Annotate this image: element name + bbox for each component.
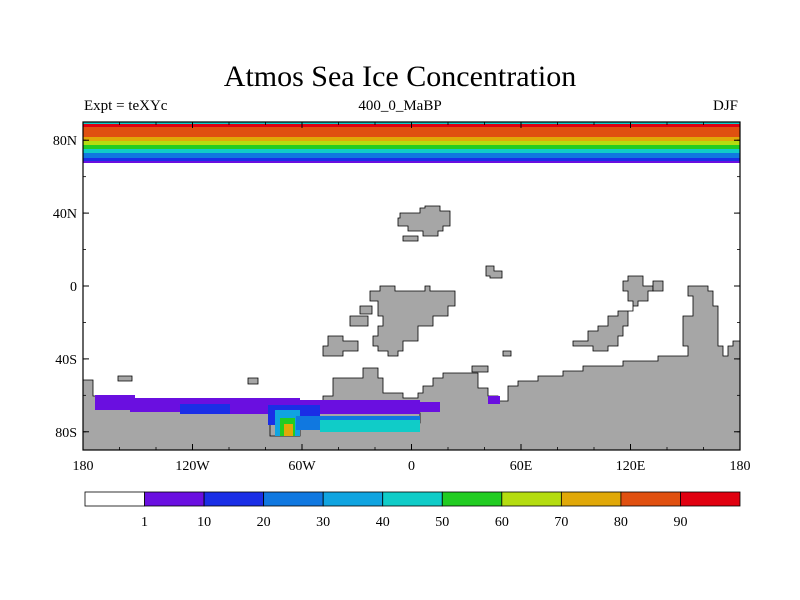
- sea-ice-band-north-3: [83, 137, 740, 141]
- colorbar-label: 1: [141, 515, 148, 530]
- sea-ice-band-north-2: [83, 127, 740, 137]
- y-axis: 80N 40N 0 40S 80S: [53, 134, 740, 441]
- colorbar-label: 70: [554, 515, 568, 530]
- y-tick-label: 40S: [55, 353, 77, 368]
- colorbar-label: 30: [316, 515, 330, 530]
- y-tick-label: 40N: [53, 207, 77, 222]
- colorbar-swatch: [620, 491, 681, 507]
- colorbar-swatch: [203, 491, 265, 507]
- land-mass-6: [397, 205, 451, 237]
- y-tick-label: 0: [70, 280, 77, 295]
- y-tick-label: 80N: [53, 134, 77, 149]
- colorbar-swatch: [263, 491, 324, 507]
- colorbar-label: 50: [435, 515, 449, 530]
- colorbar-swatch: [680, 491, 741, 507]
- sea-ice-patch-south-11: [488, 396, 500, 404]
- colorbar-label: 60: [495, 515, 509, 530]
- x-axis: 180 120W 60W 0 60E 120E 180: [73, 122, 751, 474]
- y-tick-label: 80S: [55, 426, 77, 441]
- x-tick-label: 180: [73, 459, 94, 474]
- sea-ice-patch-south-10: [380, 402, 440, 412]
- colorbar-label: 10: [197, 515, 211, 530]
- x-tick-label: 180: [730, 459, 751, 474]
- colorbar-label: 40: [376, 515, 390, 530]
- map-title: Atmos Sea Ice Concentration: [223, 60, 577, 93]
- land-mass-8: [485, 265, 503, 279]
- colorbar-label: 20: [257, 515, 271, 530]
- land-mass-11: [572, 275, 654, 352]
- colorbar-swatch: [501, 491, 562, 507]
- sea-ice-band-north-4: [83, 141, 740, 145]
- land-mass-9: [471, 365, 489, 373]
- sea-ice-band-north-8: [83, 158, 740, 161]
- colorbar-swatch: [322, 491, 384, 507]
- x-tick-label: 0: [408, 459, 415, 474]
- land-mass-12: [652, 280, 664, 292]
- sea-ice-patch-south-0: [95, 395, 135, 410]
- colorbar-swatch: [441, 491, 503, 507]
- sea-ice-band-north-5: [83, 145, 740, 149]
- colorbar-swatch: [560, 491, 622, 507]
- land-mass-14: [247, 377, 259, 385]
- x-tick-label: 120W: [175, 459, 210, 474]
- sea-ice-patch-south-9: [320, 420, 420, 432]
- sea-ice-patch-south-2: [180, 404, 270, 414]
- x-tick-label: 60W: [288, 459, 316, 474]
- time-label: 400_0_MaBP: [358, 98, 442, 114]
- sea-ice-band-north-9: [83, 161, 740, 163]
- land-mass-3: [322, 335, 359, 357]
- land-mass-5: [359, 305, 373, 315]
- colorbar-label: 80: [614, 515, 628, 530]
- colorbar-swatch: [382, 491, 443, 507]
- colorbar-swatch: [84, 491, 145, 507]
- x-tick-label: 120E: [616, 459, 646, 474]
- x-tick-label: 60E: [510, 459, 533, 474]
- colorbar-swatch: [144, 491, 205, 507]
- sea-ice-patch-south-7: [284, 424, 293, 436]
- land-mass-7: [402, 235, 419, 242]
- sea-ice-band-north-7: [83, 153, 740, 158]
- season-label: DJF: [712, 98, 738, 114]
- land-mass-4: [349, 315, 369, 327]
- colorbar: 1 10 20 30 40 50 60 70 80 90: [84, 491, 741, 530]
- land-mass-2: [369, 285, 456, 357]
- sea-ice-band-north-6: [83, 149, 740, 153]
- experiment-label: Expt = teXYc: [84, 98, 168, 114]
- colorbar-label: 90: [673, 515, 687, 530]
- land-mass-13: [117, 375, 133, 382]
- land-mass-10: [502, 350, 512, 357]
